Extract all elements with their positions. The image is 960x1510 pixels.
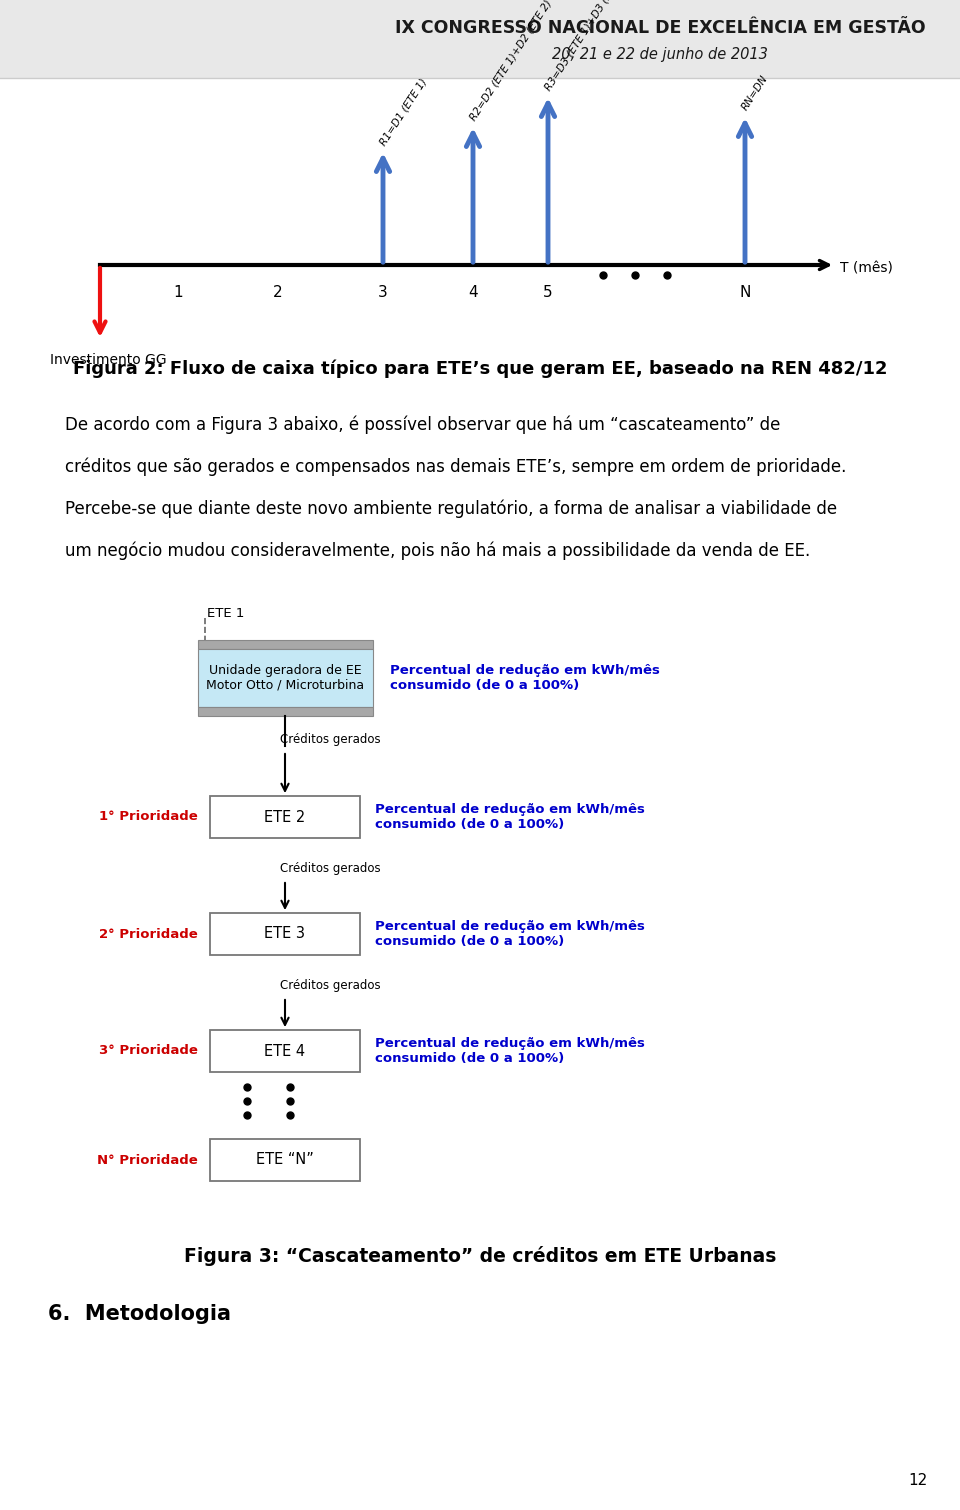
Text: N: N xyxy=(739,285,751,300)
Text: Investimento GG: Investimento GG xyxy=(50,353,167,367)
Text: 1° Prioridade: 1° Prioridade xyxy=(99,811,198,823)
Text: 2: 2 xyxy=(274,285,283,300)
Text: 2° Prioridade: 2° Prioridade xyxy=(99,927,198,941)
Text: IX CONGRESSO NACIONAL DE EXCELÊNCIA EM GESTÃO: IX CONGRESSO NACIONAL DE EXCELÊNCIA EM G… xyxy=(395,20,925,38)
Text: Percentual de redução em kWh/mês
consumido (de 0 a 100%): Percentual de redução em kWh/mês consumi… xyxy=(375,803,645,831)
Text: Créditos gerados: Créditos gerados xyxy=(280,862,380,874)
Text: R1=D1 (ETE 1): R1=D1 (ETE 1) xyxy=(377,77,428,146)
Text: 3: 3 xyxy=(378,285,388,300)
Text: 5: 5 xyxy=(543,285,553,300)
Text: ETE 1: ETE 1 xyxy=(207,607,245,621)
Text: RN=DN: RN=DN xyxy=(739,74,770,112)
Bar xyxy=(210,914,360,954)
Text: Figura 2: Fluxo de caixa típico para ETE’s que geram EE, baseado na REN 482/12: Figura 2: Fluxo de caixa típico para ETE… xyxy=(73,359,887,379)
Text: T (mês): T (mês) xyxy=(840,261,893,275)
Text: ETE “N”: ETE “N” xyxy=(256,1152,314,1167)
Text: ETE 2: ETE 2 xyxy=(264,809,305,824)
Text: 4: 4 xyxy=(468,285,478,300)
Text: R2=D2 (ETE 1)+D2 (ETE 2): R2=D2 (ETE 1)+D2 (ETE 2) xyxy=(468,0,553,122)
Text: um negócio mudou consideravelmente, pois não há mais a possibilidade da venda de: um negócio mudou consideravelmente, pois… xyxy=(65,541,810,560)
Text: ETE 4: ETE 4 xyxy=(264,1043,305,1059)
Text: Figura 3: “Cascateamento” de créditos em ETE Urbanas: Figura 3: “Cascateamento” de créditos em… xyxy=(183,1246,777,1265)
Bar xyxy=(210,1139,360,1181)
Text: Unidade geradora de EE
Motor Otto / Microturbina: Unidade geradora de EE Motor Otto / Micr… xyxy=(206,664,364,692)
Text: Percebe-se que diante deste novo ambiente regulatório, a forma de analisar a via: Percebe-se que diante deste novo ambient… xyxy=(65,498,837,518)
Bar xyxy=(198,649,372,707)
Bar xyxy=(0,0,960,79)
Text: 12: 12 xyxy=(909,1472,928,1487)
Text: créditos que são gerados e compensados nas demais ETE’s, sempre em ordem de prio: créditos que são gerados e compensados n… xyxy=(65,458,847,476)
Text: Percentual de redução em kWh/mês
consumido (de 0 a 100%): Percentual de redução em kWh/mês consumi… xyxy=(391,664,660,692)
Text: R3=D3 (ETE 1)+D3 (ETE 2)+%D3(ETE 3): R3=D3 (ETE 1)+D3 (ETE 2)+%D3(ETE 3) xyxy=(542,0,666,92)
Bar xyxy=(198,707,372,716)
Text: N° Prioridade: N° Prioridade xyxy=(97,1154,198,1167)
Bar xyxy=(198,640,372,649)
Text: 6.  Metodologia: 6. Metodologia xyxy=(48,1305,231,1324)
Text: Percentual de redução em kWh/mês
consumido (de 0 a 100%): Percentual de redução em kWh/mês consumi… xyxy=(375,1037,645,1065)
Text: 3° Prioridade: 3° Prioridade xyxy=(99,1045,198,1057)
Text: ETE 3: ETE 3 xyxy=(265,927,305,942)
Text: Créditos gerados: Créditos gerados xyxy=(280,978,380,992)
Bar xyxy=(210,796,360,838)
Text: De acordo com a Figura 3 abaixo, é possível observar que há um “cascateamento” d: De acordo com a Figura 3 abaixo, é possí… xyxy=(65,415,780,433)
Text: 20, 21 e 22 de junho de 2013: 20, 21 e 22 de junho de 2013 xyxy=(552,47,768,62)
Text: Percentual de redução em kWh/mês
consumido (de 0 a 100%): Percentual de redução em kWh/mês consumi… xyxy=(375,920,645,948)
Bar xyxy=(210,1030,360,1072)
Text: Créditos gerados: Créditos gerados xyxy=(280,732,380,746)
Text: 1: 1 xyxy=(173,285,182,300)
